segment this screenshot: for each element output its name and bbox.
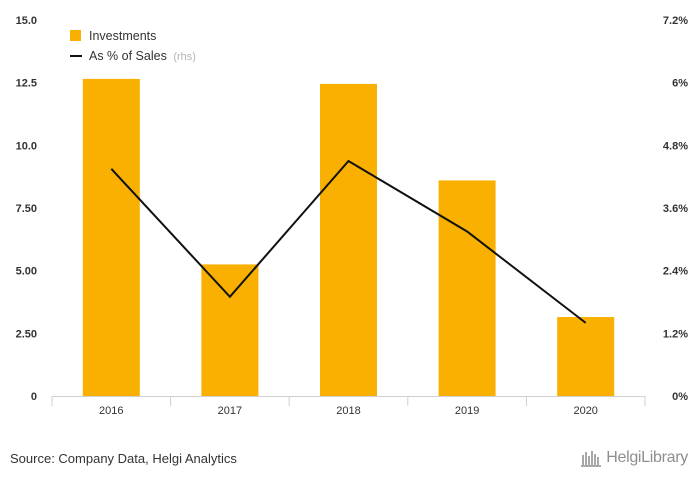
legend: Investments As % of Sales (rhs) — [70, 29, 196, 63]
left-axis-ticks: 0 2.50 5.00 7.50 10.0 12.5 15.0 — [16, 15, 37, 403]
investment-bar-2019 — [438, 180, 496, 396]
x-tick-label: 2019 — [455, 405, 479, 417]
legend-label-investments: Investments — [89, 29, 156, 43]
x-tick-label: 2018 — [336, 405, 360, 417]
right-axis-ticks: 0% 1.2% 2.4% 3.6% 4.8% 6% 7.2% — [663, 15, 688, 403]
right-tick-label: 0% — [672, 391, 688, 403]
x-tick-label: 2016 — [99, 405, 123, 417]
investment-bar-2017 — [201, 264, 259, 396]
legend-series-name: As % of Sales — [89, 49, 167, 63]
left-tick-label: 10.0 — [16, 140, 37, 152]
logo-wordmark: HelgiLibrary — [606, 449, 688, 466]
left-tick-label: 7.50 — [16, 203, 37, 215]
right-tick-label: 7.2% — [663, 15, 688, 27]
source-note: Source: Company Data, Helgi Analytics — [10, 451, 237, 466]
left-tick-label: 12.5 — [16, 78, 37, 90]
investment-bar-2018 — [320, 83, 377, 397]
investment-bar-2016 — [82, 78, 140, 396]
x-tick-label: 2020 — [573, 405, 597, 417]
left-tick-label: 0 — [31, 391, 37, 403]
left-tick-label: 2.50 — [16, 328, 37, 340]
right-tick-label: 1.2% — [663, 328, 688, 340]
right-tick-label: 4.8% — [663, 140, 688, 152]
legend-swatch-investments — [70, 30, 81, 41]
library-icon — [581, 451, 602, 467]
combo-chart: 0 2.50 5.00 7.50 10.0 12.5 15.0 0% 1.2% 2.4% 3.6%… — [16, 15, 689, 417]
right-tick-label: 3.6% — [663, 203, 688, 215]
sales-share-line — [110, 159, 587, 324]
legend-rhs-note: (rhs) — [173, 51, 196, 63]
legend-label-sales-share: As % of Sales (rhs) — [89, 49, 196, 63]
left-tick-label: 15.0 — [16, 15, 37, 27]
x-axis: 2016 2017 2018 2019 2020 — [51, 396, 646, 417]
investment-bar-2020 — [557, 317, 615, 396]
helgi-library-logo: HelgiLibrary — [581, 449, 688, 467]
x-tick-label: 2017 — [218, 405, 242, 417]
right-tick-label: 6% — [672, 78, 688, 90]
right-tick-label: 2.4% — [663, 266, 688, 278]
left-tick-label: 5.00 — [16, 266, 37, 278]
investment-bars — [82, 78, 615, 397]
